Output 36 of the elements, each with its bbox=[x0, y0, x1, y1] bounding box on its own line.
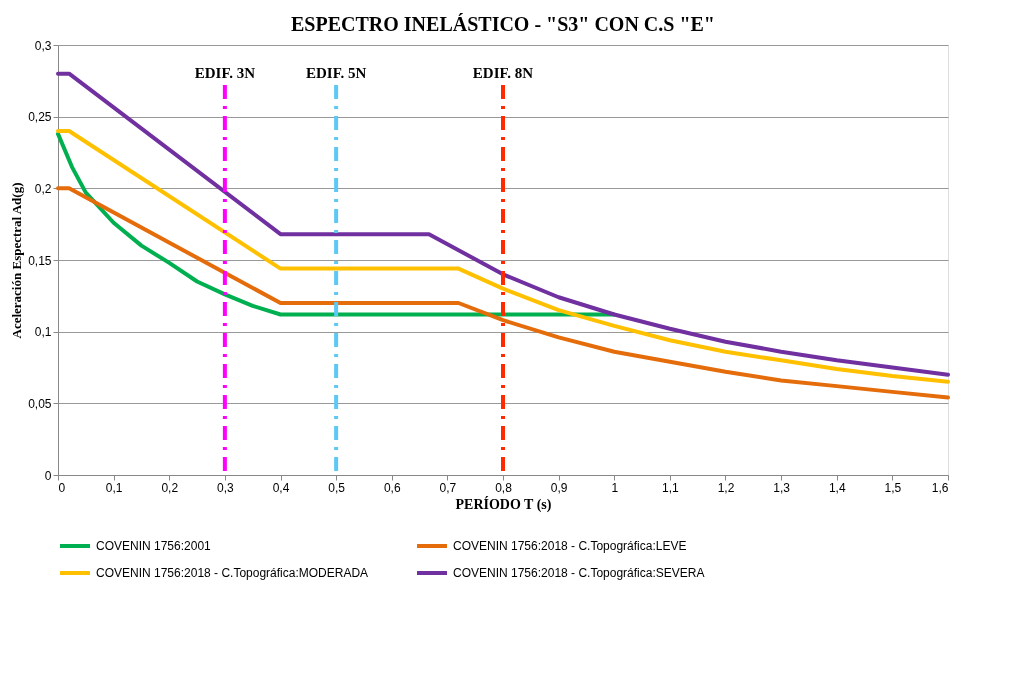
x-tick-label: 1,3 bbox=[773, 480, 791, 495]
x-tick-label: 0,9 bbox=[550, 480, 568, 495]
x-tick-label: 0,3 bbox=[217, 480, 235, 495]
legend-label: COVENIN 1756:2018 - C.Topográfica:LEVE bbox=[453, 539, 687, 553]
line-series bbox=[56, 186, 950, 400]
x-tick-label: 1,4 bbox=[828, 480, 846, 495]
y-tick-label: 0,2 bbox=[34, 181, 52, 196]
x-tick-label: 0,1 bbox=[105, 480, 123, 495]
legend-label: COVENIN 1756:2001 bbox=[96, 539, 212, 553]
legend-label: COVENIN 1756:2018 - C.Topográfica:SEVERA bbox=[453, 566, 705, 580]
x-tick-label: 0,6 bbox=[383, 480, 401, 495]
ref-line-label: EDIF. 8N bbox=[472, 65, 534, 81]
x-axis-title: PERÍODO T (s) bbox=[455, 495, 552, 513]
ref-line-label: EDIF. 5N bbox=[305, 65, 367, 81]
x-tick-label: 1 bbox=[611, 480, 619, 495]
y-tick-label: 0 bbox=[44, 468, 52, 483]
x-tick-label: 0,2 bbox=[161, 480, 179, 495]
x-tick-label: 0 bbox=[58, 480, 66, 495]
x-tick-label: 0,7 bbox=[439, 480, 457, 495]
x-tick-label: 1,1 bbox=[662, 480, 680, 495]
x-tick-label: 0,8 bbox=[495, 480, 513, 495]
chart-title: ESPECTRO INELÁSTICO - "S3" CON C.S "E" bbox=[291, 13, 715, 35]
x-tick-label: 0,4 bbox=[272, 480, 290, 495]
y-tick-label: 0,1 bbox=[34, 325, 52, 340]
x-tick-label: 0,5 bbox=[328, 480, 346, 495]
ref-line-label: EDIF. 3N bbox=[194, 65, 256, 81]
y-tick-label: 0,25 bbox=[28, 110, 52, 125]
y-tick-label: 0,15 bbox=[28, 253, 52, 268]
y-axis-title: Aceleración Espectral Ad(g) bbox=[9, 182, 25, 339]
x-tick-label: 1,5 bbox=[884, 480, 902, 495]
y-tick-label: 0,3 bbox=[34, 38, 52, 53]
x-tick-label: 1,2 bbox=[717, 480, 735, 495]
y-tick-label: 0,05 bbox=[28, 396, 52, 411]
line-series bbox=[56, 129, 950, 384]
legend-label: COVENIN 1756:2018 - C.Topográfica:MODERADA bbox=[96, 566, 369, 580]
x-tick-label: 1,6 bbox=[931, 480, 949, 495]
